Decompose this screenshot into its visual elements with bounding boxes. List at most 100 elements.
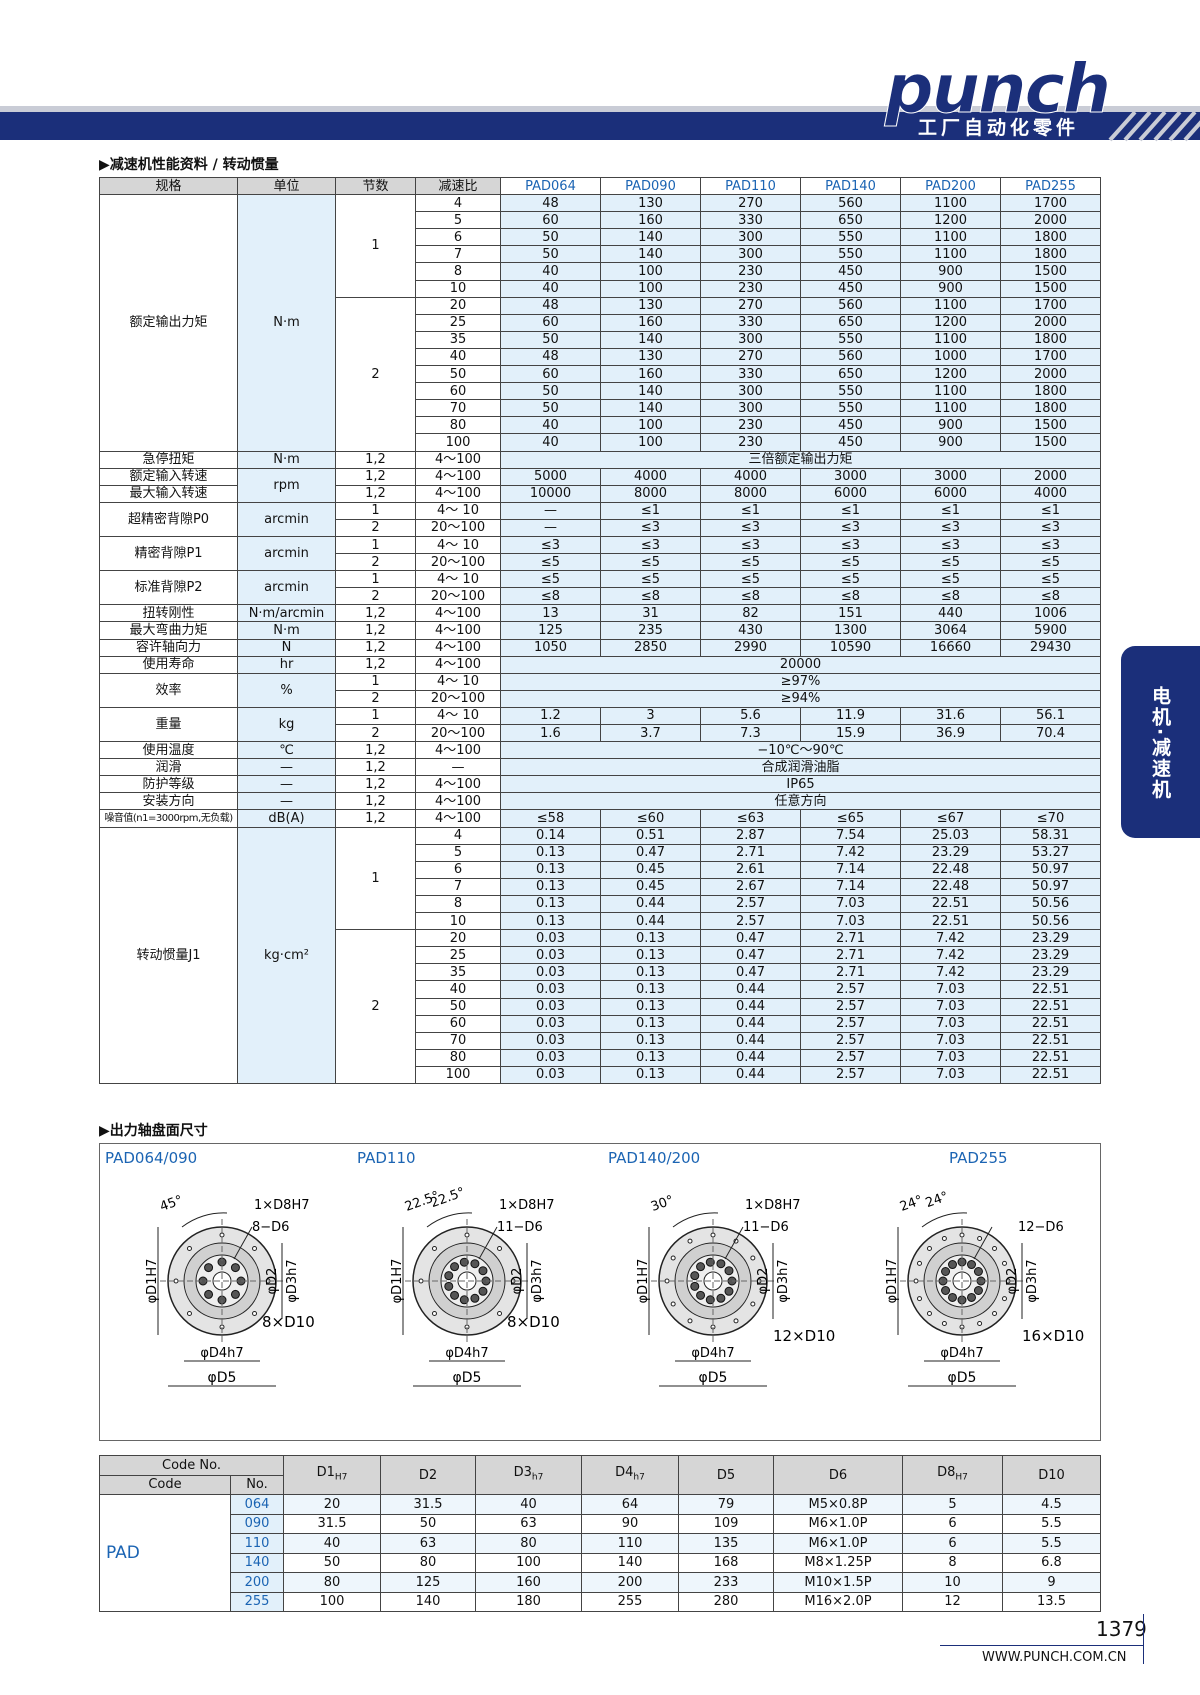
table-row: 100 0.03 0.13 0.44 2.57 7.03 22.51 — [100, 1065, 1101, 1084]
tap-hole — [973, 1267, 983, 1276]
value-cell: 0.13 — [600, 980, 701, 999]
value-cell: 5.6 — [700, 706, 801, 726]
value-cell: 2.71 — [800, 929, 901, 948]
ratio-cell: 4～100 — [415, 792, 501, 811]
value-cell: ≤3 — [600, 535, 701, 555]
header-row: Code No. — [99, 1474, 1101, 1495]
value-cell: 1700 — [1000, 194, 1101, 213]
value-cell: 2.71 — [800, 946, 901, 965]
table-row: 140 50 80 100 140 168 M8×1.25P 8 6.8 — [100, 1552, 1101, 1573]
value-cell: 8 — [902, 1552, 1003, 1573]
no-cell: 255 — [230, 1591, 284, 1612]
value-cell: 4000 — [600, 467, 701, 486]
value-cell: 2.61 — [700, 860, 801, 879]
hole-label: 12−D6 — [1018, 1220, 1064, 1235]
unit-cell: — — [237, 775, 336, 794]
value-cell: — — [500, 518, 601, 537]
value-cell: 140 — [600, 399, 701, 418]
value-cell: 0.13 — [500, 877, 601, 896]
center-bore — [212, 1271, 232, 1291]
value-cell: 50.97 — [1000, 860, 1101, 879]
section-title-text: 减速机性能资料 / 转动惯量 — [109, 157, 279, 173]
ratio-cell: 20 — [415, 929, 501, 948]
value-cell: 2850 — [600, 638, 701, 657]
unit-cell: N·m — [237, 194, 336, 452]
value-cell: 60 — [500, 211, 601, 230]
value-cell: 0.44 — [700, 997, 801, 1016]
spec-cell: 防护等级 — [99, 775, 238, 794]
value-cell: 300 — [700, 382, 801, 401]
ratio-cell: 20～100 — [415, 518, 501, 537]
value-cell: 2000 — [1000, 211, 1101, 230]
bolt-hole — [992, 1245, 998, 1251]
d10-label: 12×D10 — [773, 1327, 835, 1345]
value-cell: 50 — [500, 245, 601, 264]
value-cell: ≤5 — [700, 553, 801, 572]
value-cell: 63 — [380, 1533, 476, 1554]
value-cell: 10000 — [500, 484, 601, 503]
stage-cell: 2 — [335, 723, 416, 743]
ratio-cell: 4～100 — [415, 741, 501, 760]
ratio-cell: 4～ 10 — [415, 570, 501, 589]
no-cell: 090 — [230, 1513, 284, 1534]
value-cell: 1100 — [900, 330, 1001, 349]
value-cell: 3.7 — [600, 723, 701, 743]
bolt-hole — [926, 1311, 932, 1317]
value-cell: 23.29 — [1000, 929, 1101, 948]
d4-label: φD4h7 — [200, 1346, 243, 1361]
spec-cell: 润滑 — [99, 758, 238, 777]
ratio-cell: 4～100 — [415, 809, 501, 828]
value-cell: 1100 — [900, 399, 1001, 418]
d2-label: φD2 — [756, 1268, 771, 1295]
table-row: 防护等级 —1,2 4～100 IP65 — [99, 775, 1101, 794]
value-cell: 125 — [380, 1572, 476, 1593]
value-cell: 650 — [800, 365, 901, 384]
stage-cell: 1,2 — [335, 621, 416, 640]
value-cell: 550 — [800, 228, 901, 247]
table-row: 80 40 100 230 450 900 1500 — [100, 416, 1101, 435]
table-row: 090 31.5 50 63 90 109 M6×1.0P 6 5.5 — [100, 1513, 1101, 1534]
header-bar — [0, 112, 1200, 140]
ratio-cell: 4～100 — [415, 484, 501, 503]
value-cell: ≤5 — [800, 570, 901, 589]
tap-hole — [470, 1293, 480, 1303]
header-cell: 规格 — [99, 176, 238, 196]
bolt-hole — [1001, 1260, 1007, 1266]
table-row: 润滑 —1,2— 合成润滑油脂 — [99, 758, 1101, 777]
section-title: ▶出力轴盘面尺寸 — [99, 1120, 208, 1140]
d1-label: φD1H7 — [885, 1259, 900, 1304]
value-cell: 50.56 — [1000, 894, 1101, 914]
ratio-cell: 10 — [415, 279, 501, 298]
unit-cell: N·m — [237, 450, 336, 469]
header-text: D2 — [418, 1467, 438, 1483]
value-cell: 50.97 — [1000, 877, 1101, 896]
tap-hole — [444, 1271, 454, 1281]
value-cell: 1500 — [1000, 433, 1101, 452]
value-cell: 40 — [283, 1533, 381, 1554]
spec-cell: 使用温度 — [99, 741, 238, 760]
stage-cell: 1 — [335, 535, 416, 555]
value-cell: 2000 — [1000, 467, 1101, 486]
side-tab-text: 电机·减速机 — [1149, 686, 1171, 801]
value-cell: 31 — [600, 604, 701, 623]
angle-label: 24° — [898, 1193, 925, 1215]
value-cell: 80 — [380, 1552, 476, 1573]
spec-cell: 精密背隙P1 — [99, 535, 238, 572]
tap-hole — [450, 1290, 460, 1300]
value-cell: 270 — [700, 347, 801, 367]
stage-cell: 2 — [335, 296, 416, 452]
ratio-cell: 80 — [415, 1048, 501, 1067]
value-cell: 23.29 — [900, 843, 1001, 862]
table-row: 最大输入转速 1,2 4～100 10000 8000 8000 6000 6000 4000 — [99, 484, 1101, 503]
ratio-cell: 80 — [415, 416, 501, 435]
value-cell: 25.03 — [900, 826, 1001, 845]
hole-label: 8−D6 — [252, 1220, 289, 1235]
bolt-hole — [926, 1245, 932, 1251]
value-cell: 50 — [500, 330, 601, 349]
tap-hole — [705, 1257, 715, 1267]
center-bore — [457, 1271, 477, 1291]
code-cell: PAD — [99, 1494, 231, 1612]
ratio-cell: 70 — [415, 1031, 501, 1050]
value-cell: 60 — [500, 365, 601, 384]
value-cell: 140 — [581, 1552, 679, 1573]
